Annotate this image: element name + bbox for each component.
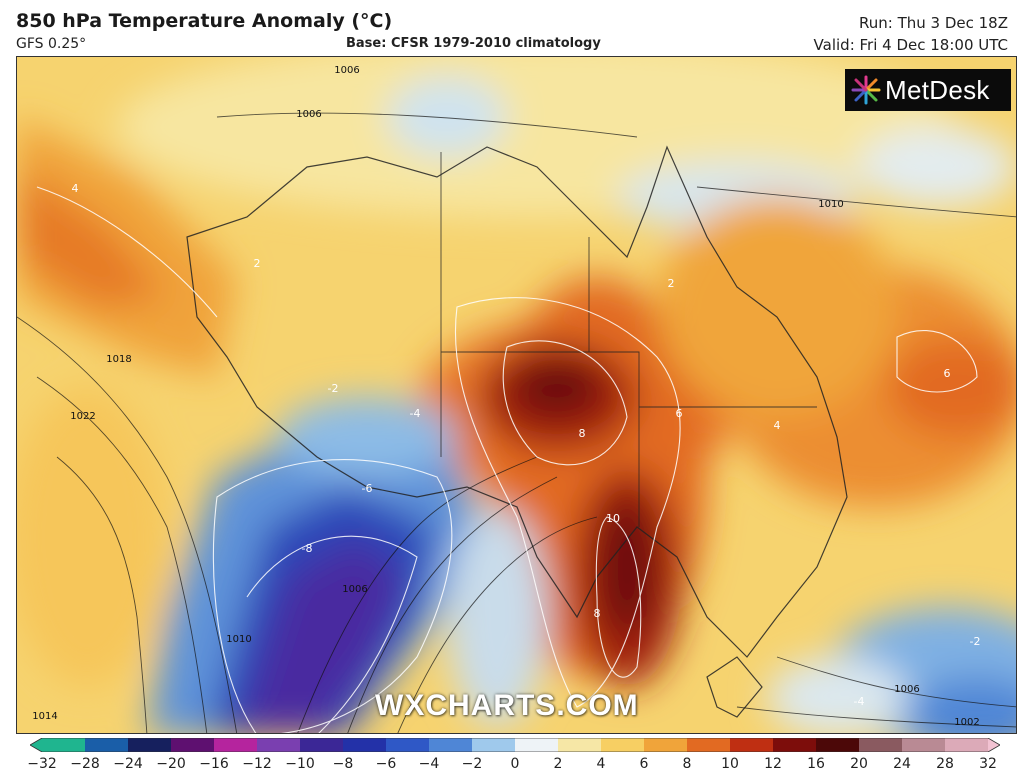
anomaly-label: 2 [254, 257, 261, 270]
colorbar-tick-label: 2 [553, 756, 563, 772]
colorbar-tick-label: 8 [682, 756, 692, 772]
colorbar-tick-label: 0 [510, 756, 520, 772]
anomaly-label: 2 [668, 277, 675, 290]
anomaly-label: -2 [328, 382, 339, 395]
colorbar-segment [214, 738, 258, 752]
colorbar-segment [429, 738, 473, 752]
colorbar-tick-label: 20 [850, 756, 868, 772]
colorbar-tick-label: 32 [979, 756, 997, 772]
anomaly-label: 8 [594, 607, 601, 620]
colorbar-segment [902, 738, 946, 752]
metdesk-sun-icon [851, 75, 881, 105]
colorbar-segment [859, 738, 903, 752]
isobar-label: 1010 [818, 199, 843, 210]
colorbar-tick-label: −20 [156, 756, 186, 772]
wxcharts-watermark: WXCHARTS.COM [375, 689, 639, 722]
anomaly-label: -4 [410, 407, 421, 420]
isobar-label: 1018 [106, 354, 131, 365]
anomaly-label: 6 [676, 407, 683, 420]
colorbar-segment [601, 738, 645, 752]
colorbar-segment [386, 738, 430, 752]
colorbar-tick-label: −24 [113, 756, 143, 772]
colorbar-segment [42, 738, 86, 752]
valid-time-label: Valid: Fri 4 Dec 18:00 UTC [813, 36, 1008, 54]
colorbar-tick-label: −6 [375, 756, 397, 772]
colorbar-segment [945, 738, 989, 752]
colorbar-tick-label: 4 [596, 756, 606, 772]
colorbar-segment [472, 738, 516, 752]
isobar-label: 1002 [954, 717, 979, 728]
colorbar-segment [343, 738, 387, 752]
colorbar-tick-label: 28 [936, 756, 954, 772]
anomaly-label: 6 [944, 367, 951, 380]
colorbar-tick-label: −28 [70, 756, 100, 772]
metdesk-logo: MetDesk [845, 69, 1011, 111]
isobar-label: 1022 [70, 411, 95, 422]
colorbar-segment [687, 738, 731, 752]
isobar-label: 1006 [894, 684, 919, 695]
anomaly-label: 4 [774, 419, 781, 432]
anomaly-label: -6 [362, 482, 373, 495]
anomaly-label: 10 [606, 512, 620, 525]
colorbar-tick-label: −8 [332, 756, 354, 772]
colorbar-tick-label: 16 [807, 756, 825, 772]
colorbar-tick-label: −2 [461, 756, 483, 772]
colorbar [30, 738, 1000, 752]
anomaly-label: -4 [854, 695, 865, 708]
colorbar-segment [171, 738, 215, 752]
isobar-label: 1006 [296, 109, 321, 120]
colorbar-tick-label: 12 [764, 756, 782, 772]
anomaly-map: 4 2 6 6 8 10 8 -4 -6 -8 -2 4 2 -2 -4 100… [16, 56, 1017, 734]
colorbar-tick-label: −32 [27, 756, 57, 772]
colorbar-max-arrow [988, 738, 1000, 752]
anomaly-label: -2 [970, 635, 981, 648]
colorbar-tick-label: −10 [285, 756, 315, 772]
colorbar-tick-label: −12 [242, 756, 272, 772]
isobar-label: 1006 [334, 65, 359, 76]
anomaly-label: -8 [302, 542, 313, 555]
anomaly-label: 4 [72, 182, 79, 195]
colorbar-segment [128, 738, 172, 752]
colorbar-segment [257, 738, 301, 752]
colorbar-tick-label: 6 [639, 756, 649, 772]
colorbar-segment [85, 738, 129, 752]
colorbar-segment [816, 738, 860, 752]
climatology-base-label: Base: CFSR 1979-2010 climatology [346, 36, 601, 51]
map-canvas: 4 2 6 6 8 10 8 -4 -6 -8 -2 4 2 -2 -4 100… [17, 57, 1016, 733]
colorbar-min-arrow [30, 738, 42, 752]
colorbar-tick-label: −4 [418, 756, 440, 772]
metdesk-logo-text: MetDesk [885, 74, 990, 105]
colorbar-segment [644, 738, 688, 752]
anomaly-label: 8 [579, 427, 586, 440]
colorbar-tick-label: 10 [721, 756, 739, 772]
colorbar-segment [730, 738, 774, 752]
colorbar-tick-labels: −32 −28 −24 −20 −16 −12 −10 −8 −6 −4 −2 0 2 4 6 8 10 12 16… [0, 756, 1024, 778]
map-title: 850 hPa Temperature Anomaly (°C) [16, 10, 393, 32]
model-label: GFS 0.25° [16, 36, 87, 52]
colorbar-segment [515, 738, 559, 752]
isobar-label: 1006 [342, 584, 367, 595]
run-time-label: Run: Thu 3 Dec 18Z [859, 14, 1008, 32]
isobar-label: 1014 [32, 711, 57, 722]
colorbar-segment [558, 738, 602, 752]
colorbar-segment [300, 738, 344, 752]
colorbar-tick-label: 24 [893, 756, 911, 772]
colorbar-segment [773, 738, 817, 752]
colorbar-tick-label: −16 [199, 756, 229, 772]
isobar-label: 1010 [226, 634, 251, 645]
